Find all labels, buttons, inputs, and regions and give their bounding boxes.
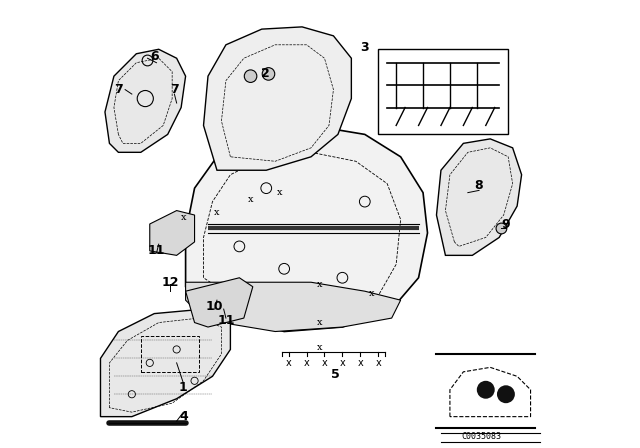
Text: 1: 1 bbox=[179, 381, 188, 394]
Circle shape bbox=[244, 70, 257, 82]
PathPatch shape bbox=[150, 211, 195, 255]
Text: x: x bbox=[248, 195, 253, 204]
Text: x: x bbox=[277, 188, 282, 197]
PathPatch shape bbox=[186, 278, 253, 327]
Text: 2: 2 bbox=[261, 67, 269, 81]
Circle shape bbox=[497, 385, 515, 403]
Text: x: x bbox=[317, 343, 323, 352]
Text: 11: 11 bbox=[217, 314, 235, 327]
Circle shape bbox=[496, 223, 507, 234]
Circle shape bbox=[477, 381, 495, 399]
Text: x: x bbox=[369, 289, 374, 298]
Bar bbox=[141, 336, 199, 372]
PathPatch shape bbox=[436, 139, 522, 255]
Text: C0035083: C0035083 bbox=[461, 432, 501, 441]
PathPatch shape bbox=[450, 367, 531, 417]
PathPatch shape bbox=[100, 309, 230, 417]
Text: 4: 4 bbox=[179, 410, 188, 423]
PathPatch shape bbox=[186, 282, 401, 332]
Text: x: x bbox=[358, 358, 363, 368]
Text: 8: 8 bbox=[475, 179, 483, 193]
Text: 11: 11 bbox=[148, 244, 165, 258]
Text: x: x bbox=[180, 213, 186, 222]
Text: 6: 6 bbox=[150, 49, 159, 63]
Circle shape bbox=[262, 68, 275, 80]
Text: 7: 7 bbox=[170, 83, 179, 96]
Text: x: x bbox=[214, 208, 220, 217]
PathPatch shape bbox=[186, 125, 428, 332]
Text: 12: 12 bbox=[161, 276, 179, 289]
PathPatch shape bbox=[105, 49, 186, 152]
Text: 5: 5 bbox=[332, 367, 340, 381]
PathPatch shape bbox=[204, 27, 351, 170]
Text: 10: 10 bbox=[206, 300, 223, 314]
Text: x: x bbox=[317, 318, 323, 327]
Text: 7: 7 bbox=[114, 83, 123, 96]
Text: x: x bbox=[340, 358, 345, 368]
Text: 3: 3 bbox=[360, 40, 369, 54]
Text: 9: 9 bbox=[502, 217, 510, 231]
Text: x: x bbox=[376, 358, 381, 368]
Text: x: x bbox=[317, 280, 323, 289]
Text: x: x bbox=[322, 358, 327, 368]
Text: x: x bbox=[304, 358, 309, 368]
Text: x: x bbox=[286, 358, 291, 368]
